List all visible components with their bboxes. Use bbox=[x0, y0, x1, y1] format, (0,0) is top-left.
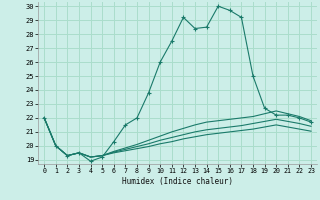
X-axis label: Humidex (Indice chaleur): Humidex (Indice chaleur) bbox=[122, 177, 233, 186]
